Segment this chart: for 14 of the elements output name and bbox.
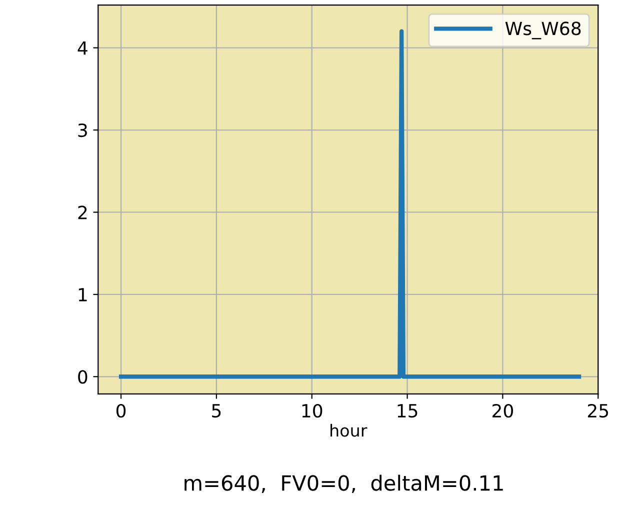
y-tick-label: 2 bbox=[78, 206, 87, 220]
y-tick-label: 4 bbox=[78, 41, 88, 55]
x-tick-label: 10 bbox=[302, 404, 322, 418]
y-tick-label: 1 bbox=[78, 288, 87, 302]
legend-label: Ws_W68 bbox=[505, 22, 581, 40]
x-tick-label: 15 bbox=[398, 404, 418, 418]
x-tick-label: 25 bbox=[588, 404, 608, 418]
y-tick-label: 3 bbox=[78, 123, 87, 138]
x-tick-label: 0 bbox=[116, 404, 126, 418]
x-axis-title: hour bbox=[330, 424, 368, 437]
x-tick-label: 5 bbox=[212, 404, 221, 418]
text: m=640, FV0=0, deltaM=0.11 bbox=[184, 474, 503, 493]
x-tick-label: 20 bbox=[492, 404, 513, 418]
y-tick-label: 0 bbox=[78, 370, 88, 384]
